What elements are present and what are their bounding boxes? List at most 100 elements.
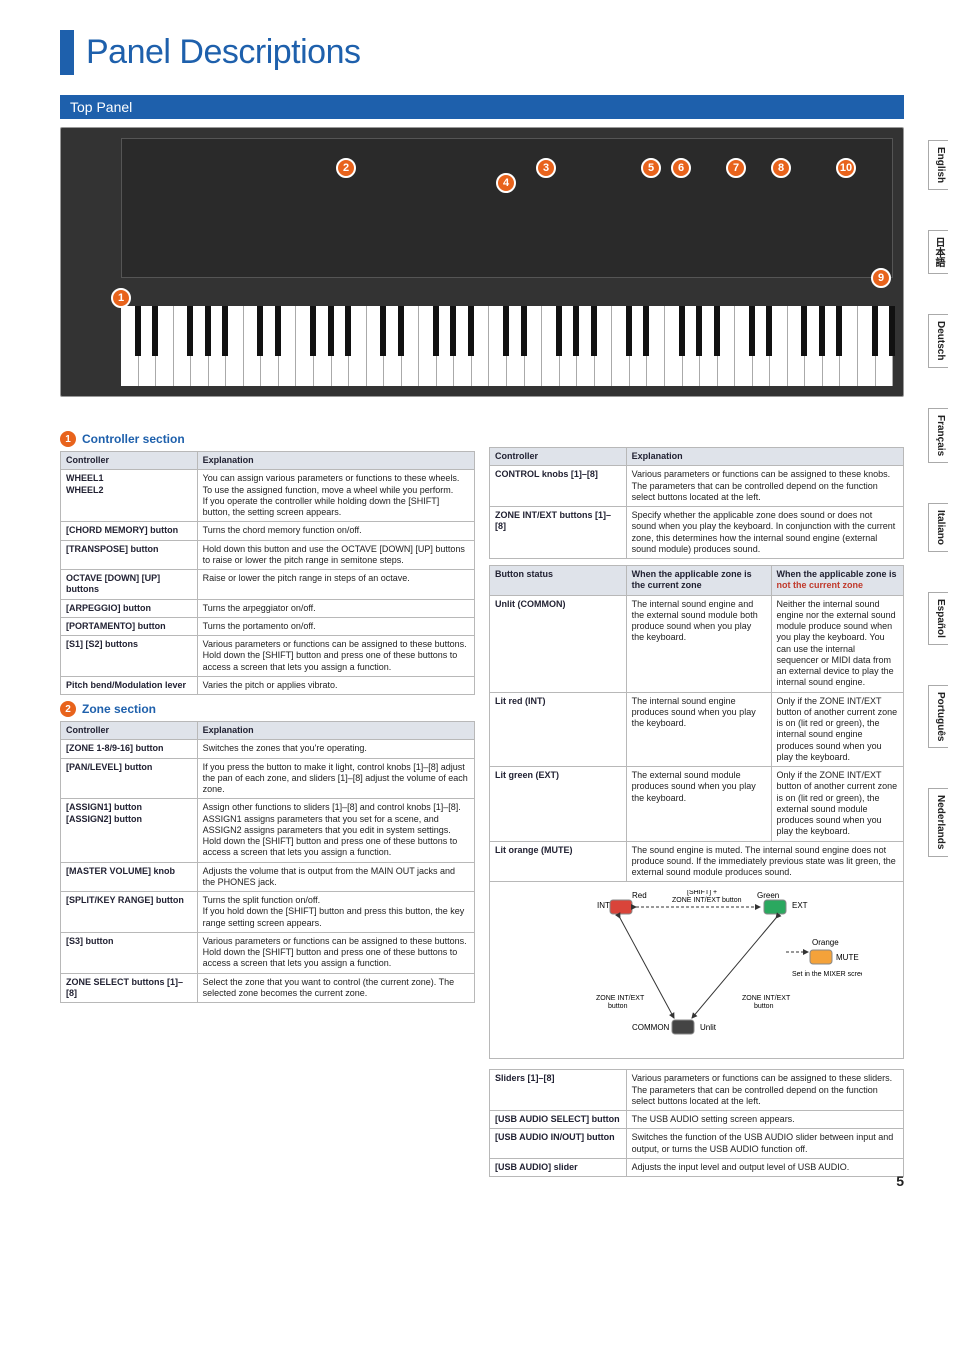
th-not-current-zone: When the applicable zone is not the curr… [771, 566, 904, 596]
label-zib-l: ZONE INT/EXTbutton [596, 995, 645, 1010]
row-notcurrent: Only if the ZONE INT/EXT button of anoth… [771, 692, 904, 767]
row-key: [MASTER VOLUME] knob [61, 862, 198, 892]
lang-tab-português[interactable]: Português [928, 685, 948, 748]
title-accent [60, 30, 74, 75]
left-column: 1 Controller section ControllerExplanati… [60, 425, 475, 1177]
row-value: Adjusts the volume that is output from t… [197, 862, 474, 892]
table-row: ZONE INT/EXT buttons [1]–[8]Specify whet… [490, 507, 904, 559]
state-mute-icon [810, 950, 832, 964]
label-setmixer: Set in the MIXER screen [792, 971, 862, 978]
row-value: Select the zone that you want to control… [197, 973, 474, 1003]
row-key: [ASSIGN1] button[ASSIGN2] button [61, 799, 198, 862]
row-key: [PORTAMENTO] button [61, 617, 198, 635]
row-value: Assign other functions to sliders [1]–[8… [197, 799, 474, 862]
row-value: Varies the pitch or applies vibrato. [197, 676, 474, 694]
keyboard-illustration [121, 306, 893, 386]
row-key: Lit green (EXT) [490, 767, 627, 842]
label-green: Green [757, 891, 779, 900]
table-row: Unlit (COMMON)The internal sound engine … [490, 595, 904, 692]
row-current: The sound engine is muted. The internal … [626, 841, 903, 882]
button-status-table: Button status When the applicable zone i… [489, 565, 904, 882]
table-row: Sliders [1]–[8]Various parameters or fun… [490, 1070, 904, 1111]
page-title: Panel Descriptions [86, 33, 360, 72]
controller-section-header: 1 Controller section [60, 431, 475, 447]
th-button-status: Button status [490, 566, 627, 596]
label-common: COMMON [632, 1023, 670, 1032]
callout-6: 6 [671, 158, 691, 178]
row-key: [ARPEGGIO] button [61, 599, 198, 617]
row-value: The USB AUDIO setting screen appears. [626, 1111, 903, 1129]
label-mute: MUTE [836, 953, 859, 962]
callout-1: 1 [111, 288, 131, 308]
right-column: ControllerExplanation CONTROL knobs [1]–… [489, 425, 904, 1177]
page-title-bar: Panel Descriptions [60, 30, 904, 75]
state-common-icon [672, 1020, 694, 1034]
label-zib-r: ZONE INT/EXTbutton [742, 995, 791, 1010]
row-notcurrent: Neither the internal sound engine nor th… [771, 595, 904, 692]
callout-7: 7 [726, 158, 746, 178]
lang-tab-deutsch[interactable]: Deutsch [928, 314, 948, 367]
row-key: Pitch bend/Modulation lever [61, 676, 198, 694]
row-current: The internal sound engine produces sound… [626, 692, 771, 767]
row-key: [S1] [S2] buttons [61, 636, 198, 677]
lang-tab-nederlands[interactable]: Nederlands [928, 788, 948, 856]
row-value: If you press the button to make it light… [197, 758, 474, 799]
top-panel-figure: 12345678910 [60, 127, 904, 397]
label-red: Red [632, 891, 647, 900]
zone-state-diagram: INT EXT Red Green [SHIFT] +ZONE INT/EXT … [489, 882, 904, 1059]
table-row: [MASTER VOLUME] knobAdjusts the volume t… [61, 862, 475, 892]
state-int-icon [610, 900, 632, 914]
row-notcurrent: Only if the ZONE INT/EXT button of anoth… [771, 767, 904, 842]
right-bottom-table: Sliders [1]–[8]Various parameters or fun… [489, 1069, 904, 1177]
row-key: [USB AUDIO SELECT] button [490, 1111, 627, 1129]
row-key: Lit orange (MUTE) [490, 841, 627, 882]
table-row: OCTAVE [DOWN] [UP] buttonsRaise or lower… [61, 570, 475, 600]
row-value: Adjusts the input level and output level… [626, 1158, 903, 1176]
row-key: [CHORD MEMORY] button [61, 522, 198, 540]
table-row: Lit orange (MUTE)The sound engine is mut… [490, 841, 904, 882]
section-header-top-panel: Top Panel [60, 95, 904, 119]
row-current: The external sound module produces sound… [626, 767, 771, 842]
state-ext-icon [764, 900, 786, 914]
th-controller: Controller [61, 722, 198, 740]
lang-tab-italiano[interactable]: Italiano [928, 503, 948, 552]
row-key: Sliders [1]–[8] [490, 1070, 627, 1111]
row-current: The internal sound engine and the extern… [626, 595, 771, 692]
row-key: ZONE SELECT buttons [1]–[8] [61, 973, 198, 1003]
callout-2: 2 [336, 158, 356, 178]
row-value: Various parameters or functions can be a… [197, 636, 474, 677]
lang-tab-français[interactable]: Français [928, 408, 948, 463]
table-row: [CHORD MEMORY] buttonTurns the chord mem… [61, 522, 475, 540]
table-row: [PORTAMENTO] buttonTurns the portamento … [61, 617, 475, 635]
label-int: INT [597, 901, 610, 910]
th-explanation: Explanation [197, 452, 474, 470]
callout-10: 10 [836, 158, 856, 178]
lang-tab-english[interactable]: English [928, 140, 948, 190]
row-value: You can assign various parameters or fun… [197, 470, 474, 522]
row-value: Hold down this button and use the OCTAVE… [197, 540, 474, 570]
th-explanation: Explanation [626, 448, 903, 466]
row-value: Switches the function of the USB AUDIO s… [626, 1129, 903, 1159]
table-row: [S3] buttonVarious parameters or functio… [61, 932, 475, 973]
table-row: WHEEL1WHEEL2You can assign various param… [61, 470, 475, 522]
row-key: [PAN/LEVEL] button [61, 758, 198, 799]
row-key: [USB AUDIO] slider [490, 1158, 627, 1176]
row-key: [S3] button [61, 932, 198, 973]
table-row: Lit red (INT)The internal sound engine p… [490, 692, 904, 767]
row-value: Turns the arpeggiator on/off. [197, 599, 474, 617]
lang-tab-日本語[interactable]: 日本語 [928, 230, 948, 274]
callout-3: 3 [536, 158, 556, 178]
row-key: [ZONE 1-8/9-16] button [61, 740, 198, 758]
label-orange: Orange [812, 938, 839, 947]
badge-1: 1 [60, 431, 76, 447]
language-tabs: English 日本語 Deutsch Français Italiano Español… [928, 140, 948, 857]
row-value: Turns the split function on/off.If you h… [197, 892, 474, 933]
zone-section-table: ControllerExplanation [ZONE 1-8/9-16] bu… [60, 721, 475, 1003]
row-value: Turns the portamento on/off. [197, 617, 474, 635]
right-top-table: ControllerExplanation CONTROL knobs [1]–… [489, 447, 904, 559]
controller-section-table: ControllerExplanation WHEEL1WHEEL2You ca… [60, 451, 475, 695]
table-row: ZONE SELECT buttons [1]–[8]Select the zo… [61, 973, 475, 1003]
table-row: Lit green (EXT)The external sound module… [490, 767, 904, 842]
row-value: Switches the zones that you're operating… [197, 740, 474, 758]
lang-tab-español[interactable]: Español [928, 592, 948, 645]
